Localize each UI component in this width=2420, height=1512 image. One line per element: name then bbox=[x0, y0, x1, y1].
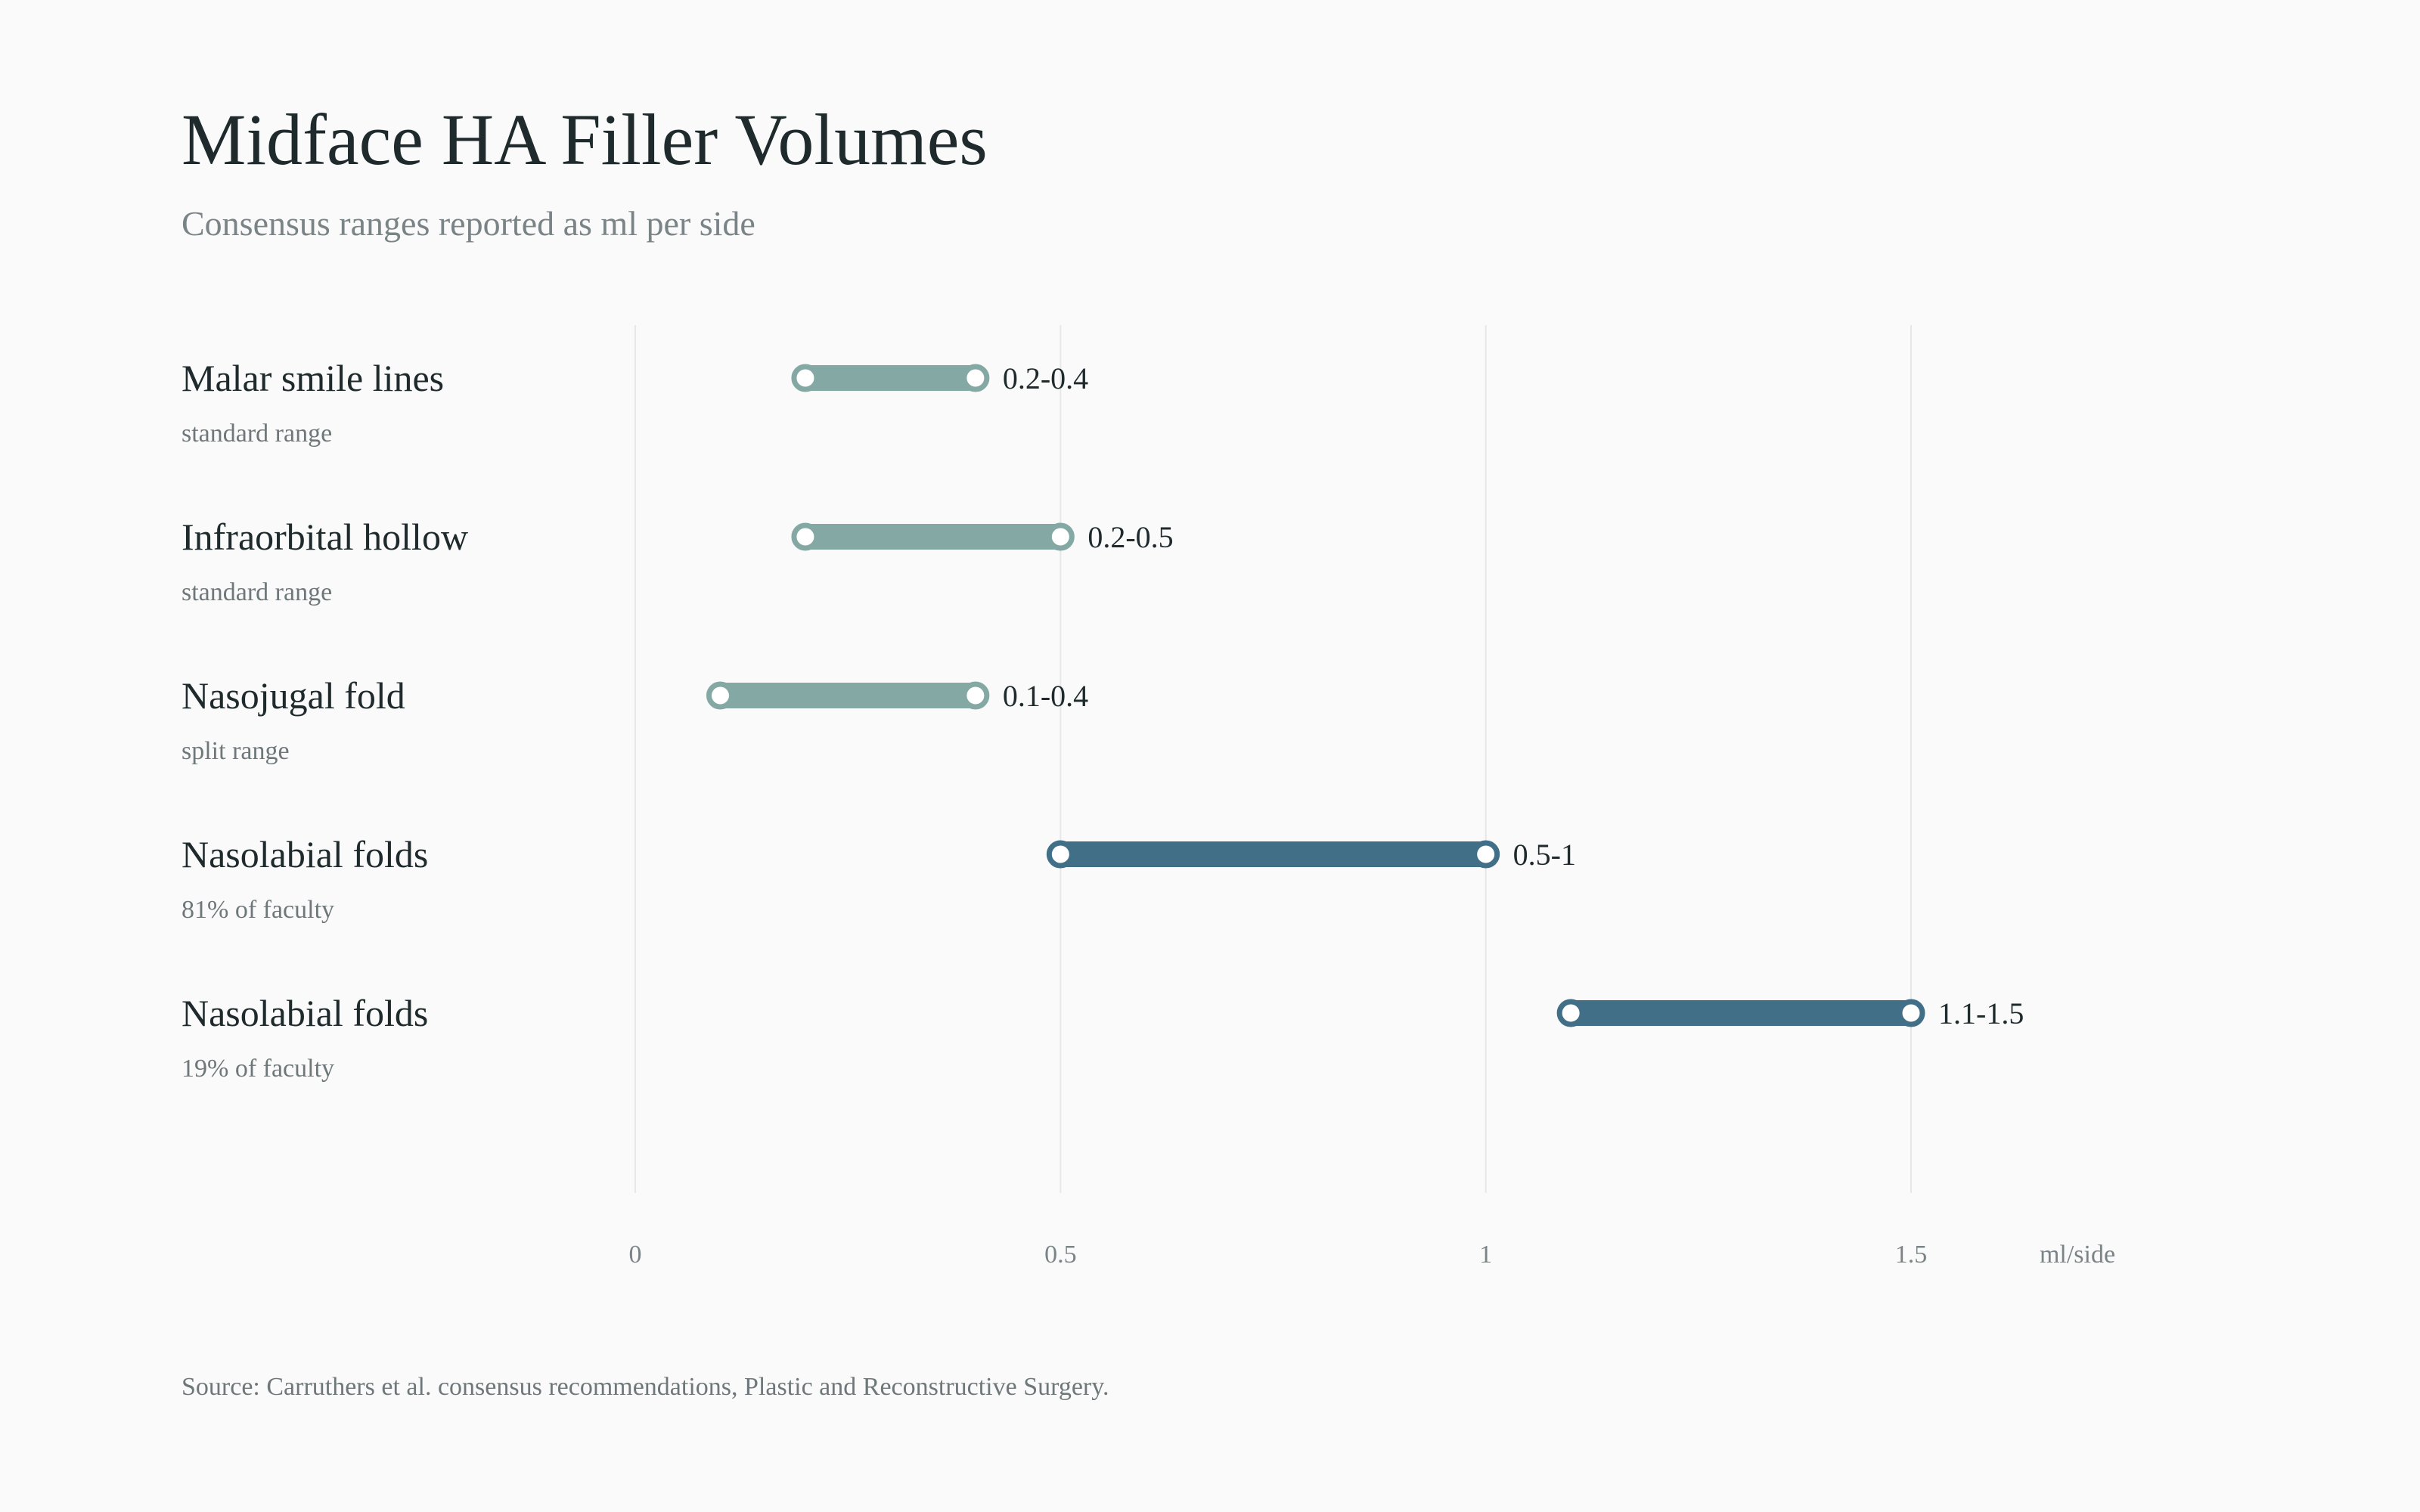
row-label: Nasolabial folds bbox=[182, 833, 428, 875]
range-value-label: 0.2-0.4 bbox=[1003, 361, 1088, 395]
range-start-point bbox=[1556, 999, 1585, 1027]
row-label: Nasolabial folds bbox=[182, 992, 428, 1034]
row-note: standard range bbox=[182, 578, 332, 606]
range-start-point bbox=[706, 681, 734, 710]
range-end-point bbox=[1046, 522, 1075, 551]
x-tick-label: 1.5 bbox=[1895, 1241, 1928, 1269]
row-note: split range bbox=[182, 737, 290, 765]
range-end-point bbox=[961, 364, 990, 392]
row-note: standard range bbox=[182, 420, 332, 448]
row-note: 19% of faculty bbox=[182, 1055, 334, 1083]
range-row: Nasolabial folds 81% of faculty 0.5-1 bbox=[182, 833, 1576, 924]
range-start-point bbox=[791, 522, 820, 551]
range-row: Malar smile lines standard range 0.2-0.4 bbox=[182, 357, 1088, 448]
source-note: Source: Carruthers et al. consensus reco… bbox=[182, 1373, 1109, 1401]
row-label: Infraorbital hollow bbox=[182, 516, 468, 558]
x-axis-label: ml/side bbox=[2040, 1241, 2115, 1269]
range-start-point bbox=[1046, 840, 1075, 869]
range-value-label: 0.1-0.4 bbox=[1003, 679, 1088, 713]
range-row: Nasolabial folds 19% of faculty 1.1-1.5 bbox=[182, 992, 2024, 1083]
row-label: Nasojugal fold bbox=[182, 674, 405, 717]
rows-layer: Malar smile lines standard range 0.2-0.4 In… bbox=[182, 357, 2024, 1083]
chart-title: Midface HA Filler Volumes bbox=[182, 99, 988, 180]
range-value-label: 0.5-1 bbox=[1513, 838, 1576, 872]
row-label: Malar smile lines bbox=[182, 357, 444, 399]
range-end-point bbox=[1472, 840, 1500, 869]
row-note: 81% of faculty bbox=[182, 896, 334, 924]
x-tick-label: 1 bbox=[1479, 1241, 1492, 1269]
range-end-point bbox=[961, 681, 990, 710]
range-value-label: 0.2-0.5 bbox=[1087, 520, 1173, 554]
range-value-label: 1.1-1.5 bbox=[1938, 996, 2024, 1030]
x-tick-label: 0.5 bbox=[1044, 1241, 1077, 1269]
range-start-point bbox=[791, 364, 820, 392]
range-end-point bbox=[1897, 999, 1925, 1027]
axis-layer: 0 0.5 1 1.5 ml/side bbox=[629, 1241, 2116, 1269]
range-row: Nasojugal fold split range 0.1-0.4 bbox=[182, 674, 1088, 765]
chart-subtitle: Consensus ranges reported as ml per side bbox=[182, 204, 755, 243]
grid-layer bbox=[634, 325, 1912, 1193]
x-tick-label: 0 bbox=[629, 1241, 642, 1269]
range-row: Infraorbital hollow standard range 0.2-0.5 bbox=[182, 516, 1174, 606]
